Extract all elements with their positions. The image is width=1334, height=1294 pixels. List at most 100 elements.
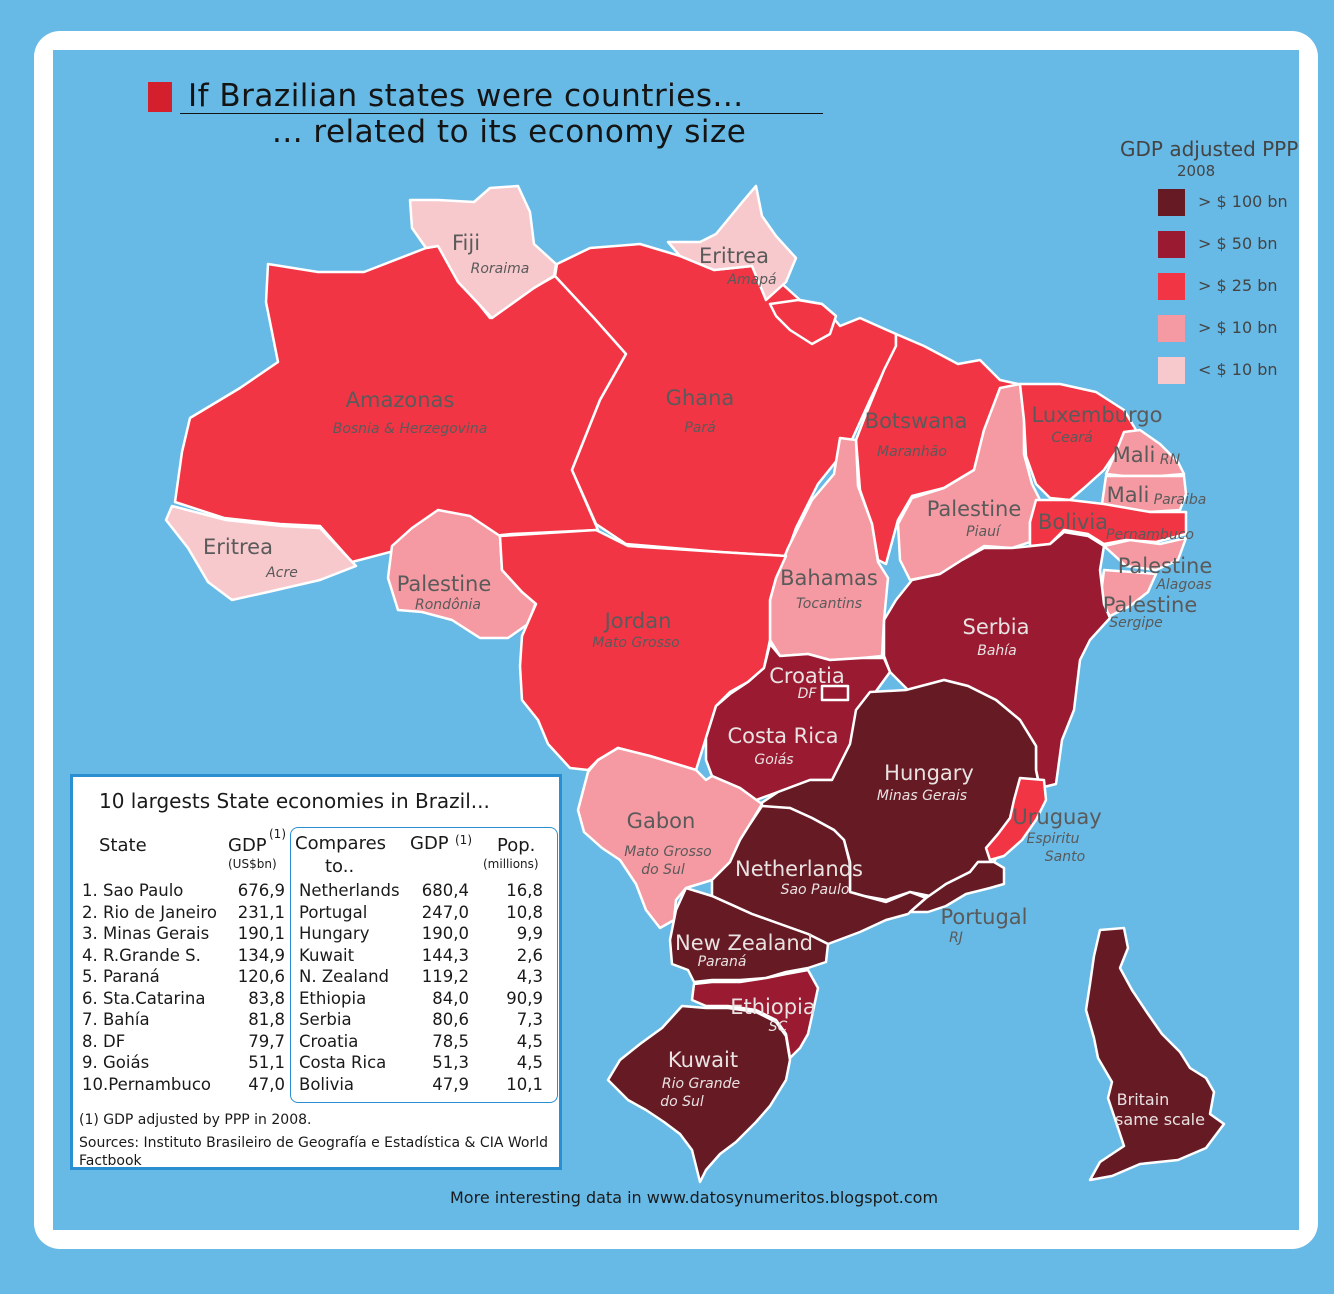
label-state-para: Pará: [684, 420, 715, 436]
label-state-piaui: Piauí: [966, 524, 1002, 540]
header-compares: Compares: [295, 833, 387, 854]
title-underline: [180, 113, 823, 114]
cell-country-gdp: 119,2: [421, 967, 469, 986]
label-country-rs: Kuwait: [668, 1048, 738, 1072]
label-state-es-line1: Espiritu: [1027, 831, 1080, 847]
label-state-goias: Goiás: [754, 752, 793, 768]
cell-pop: 10,8: [506, 902, 543, 922]
cell-pop: 4,5: [516, 1031, 543, 1051]
label-state-amazonas: Bosnia & Herzegovina: [333, 421, 488, 437]
cell-country: Hungary: [299, 924, 370, 943]
label-state-amapa: Amapá: [726, 272, 776, 288]
header-gdp2: GDP: [410, 833, 449, 854]
label-state-rondonia: Rondônia: [415, 597, 481, 613]
label-country-para: Ghana: [666, 386, 735, 410]
cell-state: 2. Rio de Janeiro: [82, 902, 217, 922]
label-state-sao-paulo: Sao Paulo: [781, 882, 850, 898]
legend-label: > $ 50 bn: [1198, 234, 1278, 253]
table-row: 6. Sta.Catarina 83,8 Ethiopia 84,0 90,9: [73, 989, 563, 1010]
label-country-alagoas: Palestine: [1118, 554, 1213, 578]
economies-table: 10 largests State economies in Brazil...…: [70, 774, 562, 1170]
table-row: 3. Minas Gerais 190,1 Hungary 190,0 9,9: [73, 924, 563, 945]
header-gdp: GDP: [228, 835, 267, 856]
cell-gdp: 190,1: [237, 924, 285, 943]
state-sao-paulo: [710, 804, 928, 946]
label-state-ms-line2: do Sul: [641, 862, 685, 878]
cell-state: 7. Bahía: [82, 1010, 150, 1029]
label-country-tocantins: Bahamas: [780, 566, 878, 590]
cell-pop: 10,1: [506, 1074, 543, 1094]
cell-pop: 9,9: [516, 924, 543, 943]
label-country-piaui: Palestine: [927, 497, 1022, 521]
label-state-minas: Minas Gerais: [877, 788, 967, 804]
cell-country-gdp: 51,3: [432, 1053, 469, 1072]
table-row: 5. Paraná 120,6 N. Zealand 119,2 4,3: [73, 967, 563, 988]
cell-state: 5. Paraná: [82, 967, 160, 986]
header-pop-unit: (millions): [483, 857, 539, 871]
comparison-box: [290, 827, 558, 1103]
label-state-rn: RN: [1160, 452, 1181, 468]
cell-gdp: 83,8: [248, 988, 285, 1008]
label-country-sao-paulo: Netherlands: [735, 857, 863, 881]
cell-state: 9. Goiás: [82, 1053, 150, 1072]
header-state: State: [99, 835, 147, 856]
cell-country: Bolivia: [299, 1074, 355, 1094]
legend-swatch: [1158, 231, 1185, 258]
cell-state: 8. DF: [82, 1031, 126, 1051]
label-country-amapa: Eritrea: [699, 244, 769, 268]
cell-country: Costa Rica: [299, 1053, 387, 1072]
legend-swatch: [1158, 189, 1185, 216]
cell-state: 6. Sta.Catarina: [82, 988, 206, 1008]
cell-country-gdp: 247,0: [421, 902, 469, 922]
label-country-goias: Costa Rica: [727, 724, 838, 748]
map-labels: Fiji Roraima Eritrea Amapá Amazonas Bosn…: [203, 231, 1212, 1129]
state-ms: [576, 746, 764, 930]
cell-country-gdp: 190,0: [421, 924, 469, 943]
cell-country: Portugal: [299, 902, 368, 922]
legend-swatch: [1158, 357, 1185, 384]
label-country-sc: Ethiopia: [730, 995, 816, 1019]
state-rj: [908, 860, 1006, 914]
legend-label: > $ 100 bn: [1198, 192, 1288, 211]
cell-country: Ethiopia: [299, 988, 367, 1008]
cell-gdp: 81,8: [248, 1010, 285, 1029]
label-country-paraiba: Mali: [1107, 483, 1150, 507]
cell-country: Croatia: [299, 1031, 359, 1051]
table-sources: Sources: Instituto Brasileiro de Geograf…: [79, 1135, 548, 1169]
cell-gdp: 134,9: [237, 945, 285, 965]
label-country-amazonas: Amazonas: [346, 388, 455, 412]
legend-item: > $ 100 bn: [1158, 189, 1334, 217]
legend-item: > $ 25 bn: [1158, 273, 1334, 301]
cell-gdp: 79,7: [248, 1031, 285, 1051]
state-amapa: [666, 184, 798, 302]
label-country-sergipe: Palestine: [1103, 593, 1198, 617]
cell-state: 3. Minas Gerais: [82, 924, 210, 943]
legend-item: < $ 10 bn: [1158, 357, 1334, 385]
state-df: [820, 684, 850, 702]
state-para-island: [768, 298, 838, 346]
table-row: 8. DF 79,7 Croatia 78,5 4,5: [73, 1032, 563, 1053]
cell-country-gdp: 47,9: [432, 1074, 469, 1094]
legend-label: < $ 10 bn: [1198, 360, 1278, 379]
label-state-tocantins: Tocantins: [796, 596, 862, 612]
cell-gdp: 676,9: [237, 881, 285, 900]
label-state-rs-line1: Rio Grande: [662, 1076, 740, 1092]
table-row: 7. Bahía 81,8 Serbia 80,6 7,3: [73, 1010, 563, 1031]
table-row: 1. Sao Paulo 676,9 Netherlands 680,4 16,…: [73, 881, 563, 902]
cell-pop: 16,8: [506, 881, 543, 900]
table-row: 10.Pernambuco 47,0 Bolivia 47,9 10,1: [73, 1075, 563, 1096]
cell-country: N. Zealand: [299, 967, 390, 986]
label-britain-line1: Britain: [1117, 1090, 1170, 1109]
britain-shape: [1084, 926, 1226, 1182]
label-state-pernambuco: Pernambuco: [1106, 527, 1194, 543]
cell-pop: 4,3: [516, 967, 543, 986]
cell-pop: 90,9: [506, 988, 543, 1008]
cell-state: 4. R.Grande S.: [82, 945, 201, 965]
label-country-rj: Portugal: [941, 905, 1028, 929]
label-state-rs-line2: do Sul: [660, 1094, 704, 1110]
label-state-sc: SC: [769, 1019, 788, 1035]
label-country-bahia: Serbia: [963, 615, 1030, 639]
label-country-maranhao: Botswana: [865, 409, 968, 433]
legend-label: > $ 10 bn: [1198, 318, 1278, 337]
header-gdp-sup: (1): [269, 827, 286, 841]
